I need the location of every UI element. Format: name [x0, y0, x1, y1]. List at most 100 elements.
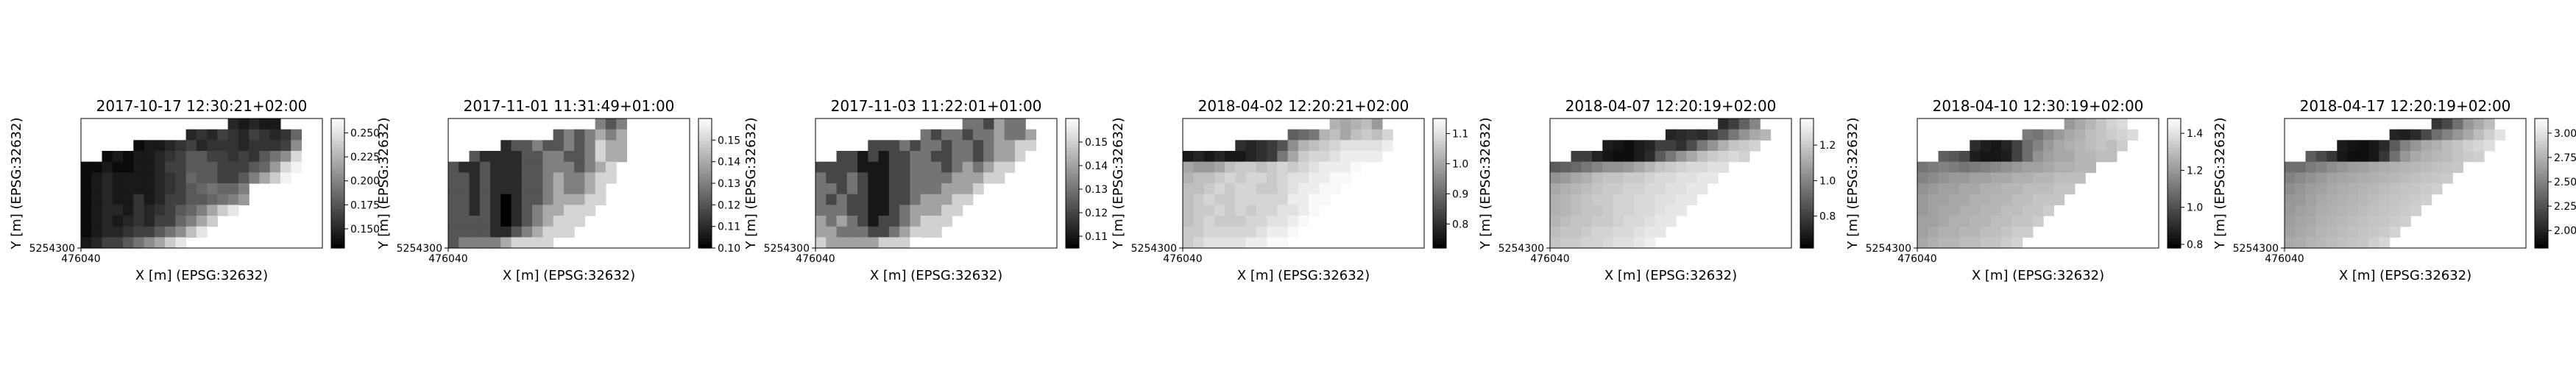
heatmap-cell [815, 237, 827, 249]
heatmap-cell [1655, 140, 1666, 152]
heatmap-cell [1014, 140, 1026, 152]
heatmap-cell [2022, 140, 2034, 152]
chart-title: 2018-04-10 12:30:19+02:00 [1933, 97, 2144, 115]
heatmap-cell [1948, 216, 1960, 227]
heatmap-cell [563, 172, 575, 184]
heatmap-cell [1225, 172, 1236, 184]
heatmap-cell [1235, 151, 1247, 163]
heatmap-cell [2431, 172, 2443, 184]
colorbar-frame [2167, 118, 2182, 249]
heatmap-cell [930, 140, 942, 152]
heatmap-cell [165, 216, 176, 227]
heatmap-cell [81, 237, 92, 249]
heatmap-cell [1970, 194, 1981, 205]
colorbar: 0.11 0.12 0.13 0.14 0.15 [1065, 118, 1108, 249]
heatmap-cell [175, 194, 187, 205]
colorbar-segment [1066, 202, 1079, 207]
heatmap-cell [1235, 226, 1247, 238]
colorbar-segment [2168, 193, 2181, 197]
heatmap-cell [1581, 216, 1593, 227]
heatmap-cell [2410, 161, 2421, 173]
colorbar-segment [1800, 232, 1814, 236]
heatmap-cell [1990, 205, 2002, 216]
colorbar-segment [2168, 177, 2181, 181]
heatmap-cell [175, 151, 187, 163]
heatmap-cell [2095, 129, 2107, 141]
heatmap-cell [1707, 151, 1719, 163]
heatmap-cell [1581, 226, 1593, 238]
heatmap-cell [2315, 172, 2327, 184]
heatmap-cell [1319, 183, 1331, 195]
heatmap-cell [2001, 183, 2012, 195]
colorbar-segment [1066, 138, 1079, 142]
heatmap-cell [291, 161, 302, 173]
heatmap-cell [1959, 161, 1970, 173]
heatmap-cell [227, 118, 239, 130]
heatmap-cell [857, 194, 868, 205]
heatmap-cell [459, 216, 470, 227]
heatmap-cell [1560, 237, 1572, 249]
x-tick-label: 476040 [796, 253, 835, 265]
heatmap-cell [857, 183, 868, 195]
heatmap-cell [962, 172, 974, 184]
heatmap-cell [511, 151, 523, 163]
heatmap-cell [521, 183, 533, 195]
heatmap-cell [185, 172, 197, 184]
heatmap-cell [899, 216, 910, 227]
colorbar-segment [2168, 199, 2181, 203]
heatmap-cell [2001, 172, 2012, 184]
heatmap-cell [490, 194, 501, 205]
heatmap-cell [899, 194, 910, 205]
heatmap-cell [1225, 226, 1236, 238]
heatmap-cell [1665, 129, 1677, 141]
heatmap-cell [1980, 183, 1992, 195]
heatmap-cell [459, 161, 470, 173]
heatmap-cell [521, 216, 533, 227]
colorbar-segment [331, 193, 344, 197]
heatmap-cell [1319, 172, 1331, 184]
heatmap-cell [563, 140, 575, 152]
colorbar-segment [698, 128, 712, 132]
heatmap-cell [469, 216, 481, 227]
heatmap-cell [511, 226, 523, 238]
heatmap-cell [448, 216, 459, 227]
heatmap-cell [2483, 129, 2495, 141]
heatmap-cell [1613, 216, 1624, 227]
heatmap-cell [553, 216, 565, 227]
heatmap-cell [1309, 205, 1320, 216]
heatmap-cell [269, 129, 281, 141]
y-axis-label: Y [m] (EPSG:32632) [1478, 118, 1493, 250]
heatmap-cell [1004, 140, 1016, 152]
colorbar-segment [698, 196, 712, 200]
heatmap-cell [1928, 216, 1939, 227]
colorbar-segment [1800, 135, 1814, 138]
heatmap-cell [1245, 183, 1257, 195]
heatmap-cell [1361, 118, 1373, 130]
heatmap-cell [2483, 140, 2495, 152]
heatmap-cell [994, 161, 1005, 173]
heatmap-cell [1686, 172, 1698, 184]
heatmap-cell [2032, 151, 2044, 163]
heatmap-cell [1728, 129, 1740, 141]
y-axis-label: Y [m] (EPSG:32632) [1111, 118, 1126, 250]
colorbar-segment [2168, 154, 2181, 158]
heatmap-cell [2337, 226, 2349, 238]
heatmap-cell [1203, 194, 1215, 205]
heatmap-cell [1959, 237, 1970, 249]
colorbar-segment [1066, 222, 1079, 226]
colorbar-tick-label: 1.2 [2187, 165, 2203, 177]
colorbar-segment [698, 160, 712, 165]
heatmap-cell [2347, 183, 2359, 195]
heatmap-cell [1235, 172, 1247, 184]
heatmap-cell [1592, 183, 1603, 195]
heatmap-cell [605, 151, 617, 163]
heatmap-cell [1634, 172, 1645, 184]
heatmap-cell [133, 194, 145, 205]
colorbar-segment [698, 118, 712, 122]
colorbar-segment [331, 131, 344, 135]
heatmap-cell [1245, 140, 1257, 152]
colorbar-segment [2168, 209, 2181, 213]
heatmap-cell [888, 237, 900, 249]
heatmap-cell [133, 161, 145, 173]
axes-frame [1182, 118, 1425, 249]
